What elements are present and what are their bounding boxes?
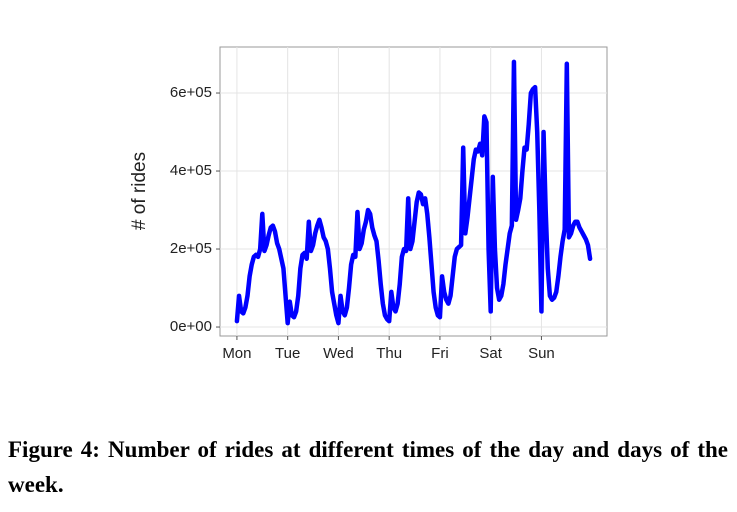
chart: # of rides 0e+00 2e+05 4e+05 6e+05 Mon Tue Wed… [129, 46, 608, 362]
x-tick-label: Thu [376, 345, 402, 362]
y-axis-title: # of rides [129, 152, 150, 230]
x-tick-label: Sun [528, 345, 555, 362]
y-tick-label: 4e+05 [170, 162, 212, 179]
y-tick-label: 2e+05 [170, 240, 212, 257]
figure-caption: Figure 4: Number of rides at different t… [8, 437, 728, 497]
series-line [234, 59, 593, 326]
y-tick-label: 0e+00 [170, 318, 212, 335]
y-tick-label: 6e+05 [170, 84, 212, 101]
x-tick-label: Mon [222, 345, 251, 362]
x-tick-label: Tue [275, 345, 300, 362]
x-tick-label: Wed [323, 345, 354, 362]
x-tick-label: Sat [479, 345, 502, 362]
x-tick-label: Fri [431, 345, 449, 362]
